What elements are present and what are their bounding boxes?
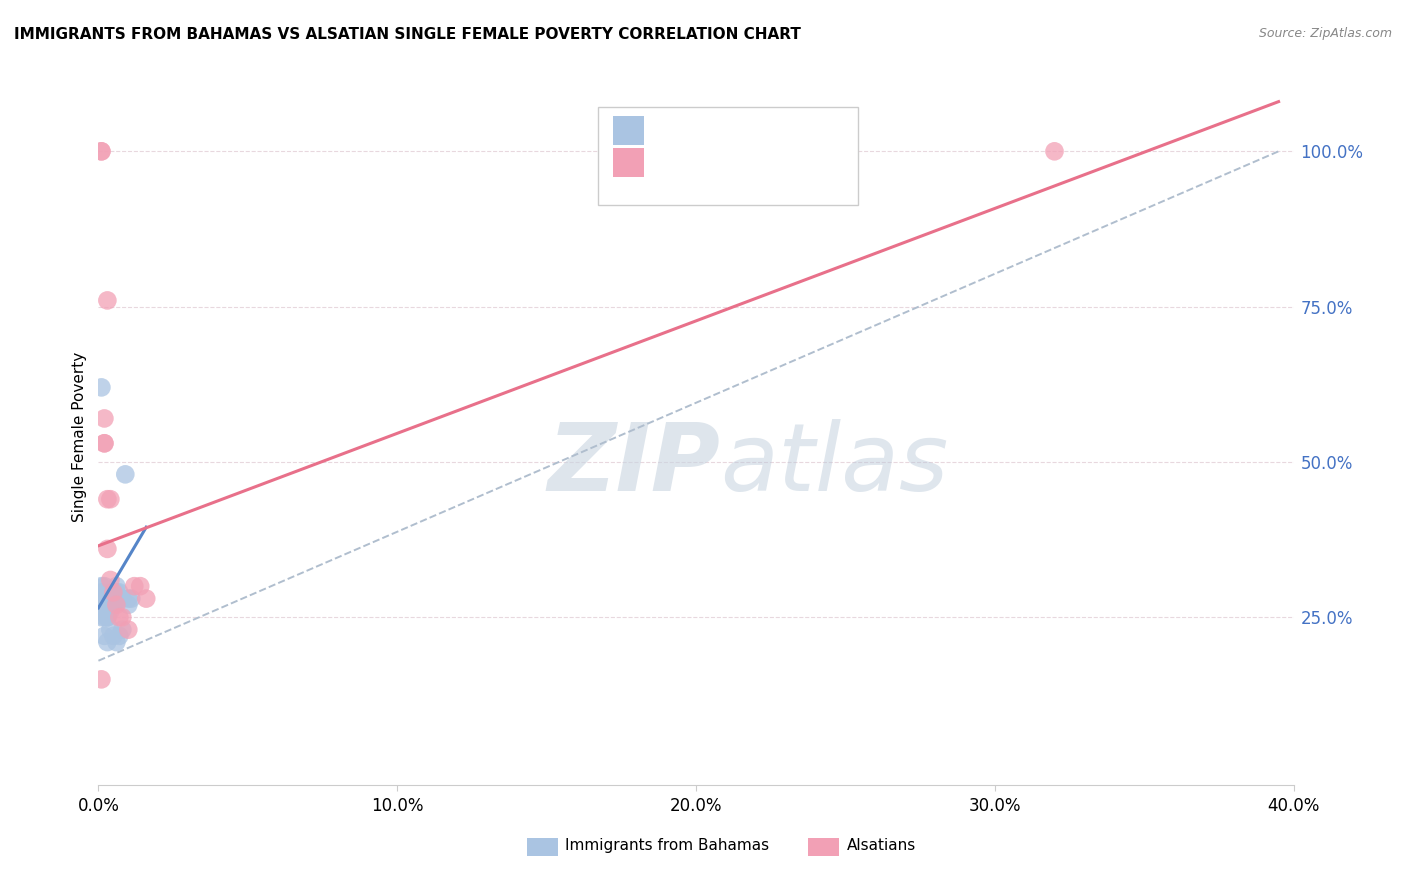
Text: 0.368: 0.368 bbox=[690, 121, 748, 139]
Point bbox=[96, 604, 118, 618]
Point bbox=[105, 591, 128, 606]
Point bbox=[93, 436, 115, 450]
Point bbox=[96, 541, 118, 556]
Text: Source: ZipAtlas.com: Source: ZipAtlas.com bbox=[1258, 27, 1392, 40]
Point bbox=[93, 604, 115, 618]
Point bbox=[93, 604, 115, 618]
Point bbox=[90, 598, 112, 612]
Text: N =: N = bbox=[744, 121, 783, 139]
Point bbox=[98, 598, 122, 612]
Point bbox=[114, 467, 136, 482]
Point bbox=[93, 598, 115, 612]
Point bbox=[105, 585, 128, 599]
Point bbox=[98, 598, 122, 612]
Point bbox=[90, 585, 112, 599]
Point bbox=[1043, 145, 1066, 159]
Text: Immigrants from Bahamas: Immigrants from Bahamas bbox=[565, 838, 769, 853]
Point bbox=[90, 604, 112, 618]
Point bbox=[108, 610, 131, 624]
Point bbox=[103, 585, 125, 599]
Point bbox=[135, 591, 157, 606]
Point bbox=[105, 579, 128, 593]
Point bbox=[105, 635, 128, 649]
Point bbox=[96, 591, 118, 606]
Point bbox=[93, 629, 115, 643]
Point bbox=[96, 610, 118, 624]
Point bbox=[93, 598, 115, 612]
Point bbox=[98, 591, 122, 606]
Point bbox=[103, 629, 125, 643]
Point bbox=[93, 591, 115, 606]
Point bbox=[90, 673, 112, 687]
Point bbox=[90, 591, 112, 606]
Point bbox=[93, 579, 115, 593]
Point bbox=[90, 145, 112, 159]
Point bbox=[98, 623, 122, 637]
Text: 0.587: 0.587 bbox=[690, 153, 748, 171]
Point bbox=[108, 629, 131, 643]
Text: R =: R = bbox=[652, 153, 692, 171]
Point bbox=[98, 573, 122, 587]
Point bbox=[117, 591, 139, 606]
Point bbox=[96, 598, 118, 612]
Point bbox=[98, 492, 122, 507]
Text: R =: R = bbox=[652, 121, 692, 139]
Text: N =: N = bbox=[744, 153, 783, 171]
Point bbox=[90, 579, 112, 593]
Point bbox=[96, 492, 118, 507]
Point bbox=[96, 598, 118, 612]
Point bbox=[96, 604, 118, 618]
Point bbox=[111, 623, 134, 637]
Point bbox=[129, 579, 152, 593]
Point bbox=[96, 635, 118, 649]
Point bbox=[111, 610, 134, 624]
Text: IMMIGRANTS FROM BAHAMAS VS ALSATIAN SINGLE FEMALE POVERTY CORRELATION CHART: IMMIGRANTS FROM BAHAMAS VS ALSATIAN SING… bbox=[14, 27, 801, 42]
Point bbox=[98, 604, 122, 618]
Point bbox=[108, 585, 131, 599]
Point bbox=[117, 623, 139, 637]
Point bbox=[103, 585, 125, 599]
Point bbox=[93, 411, 115, 425]
Point bbox=[124, 579, 146, 593]
Point bbox=[96, 293, 118, 308]
Text: ZIP: ZIP bbox=[547, 419, 720, 511]
Text: atlas: atlas bbox=[720, 419, 948, 510]
Point bbox=[103, 591, 125, 606]
Point bbox=[90, 380, 112, 394]
Text: 20: 20 bbox=[779, 153, 804, 171]
Text: Alsatians: Alsatians bbox=[846, 838, 915, 853]
Text: 48: 48 bbox=[779, 121, 804, 139]
Point bbox=[93, 610, 115, 624]
Point bbox=[93, 585, 115, 599]
Point bbox=[103, 598, 125, 612]
Point bbox=[105, 598, 128, 612]
Point bbox=[90, 598, 112, 612]
Point bbox=[103, 598, 125, 612]
Point bbox=[90, 610, 112, 624]
Point bbox=[93, 436, 115, 450]
Point bbox=[90, 145, 112, 159]
Point bbox=[117, 598, 139, 612]
Y-axis label: Single Female Poverty: Single Female Poverty bbox=[72, 352, 87, 522]
Point bbox=[96, 610, 118, 624]
Point bbox=[120, 591, 142, 606]
Point bbox=[98, 591, 122, 606]
Point bbox=[111, 591, 134, 606]
